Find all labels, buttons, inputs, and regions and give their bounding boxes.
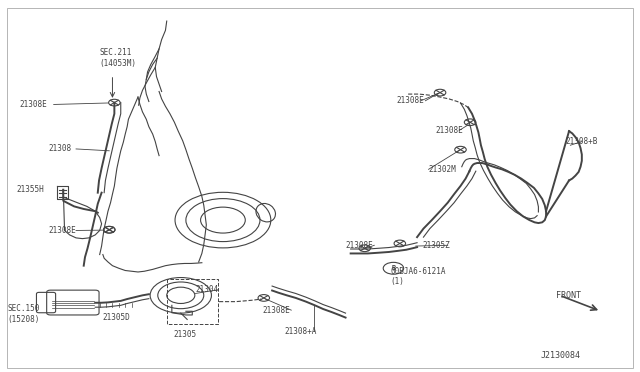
Text: SEC.150
(15208): SEC.150 (15208) — [7, 304, 40, 324]
Text: 21305: 21305 — [173, 330, 196, 340]
Text: 00BJA6-6121A
(1): 00BJA6-6121A (1) — [390, 267, 445, 286]
Text: 21305D: 21305D — [103, 313, 131, 322]
Text: SEC.211
(14053M): SEC.211 (14053M) — [100, 48, 137, 68]
Text: 21355H: 21355H — [17, 185, 44, 194]
Text: 21308+B: 21308+B — [566, 137, 598, 146]
Text: 21308E: 21308E — [397, 96, 424, 105]
Text: 21308+A: 21308+A — [285, 327, 317, 336]
Text: J2130084: J2130084 — [540, 351, 580, 360]
Text: 21308E: 21308E — [262, 306, 291, 315]
Text: 21308E: 21308E — [346, 241, 373, 250]
Text: 21308: 21308 — [49, 144, 72, 153]
Text: B: B — [391, 265, 396, 271]
Text: 21308E: 21308E — [49, 226, 76, 235]
Text: 21305Z: 21305Z — [422, 241, 450, 250]
Text: FRONT: FRONT — [556, 291, 581, 300]
Text: 21304: 21304 — [195, 285, 219, 294]
Text: 21308E: 21308E — [435, 126, 463, 135]
Text: 21308E: 21308E — [20, 100, 47, 109]
Text: 21302M: 21302M — [429, 165, 456, 174]
